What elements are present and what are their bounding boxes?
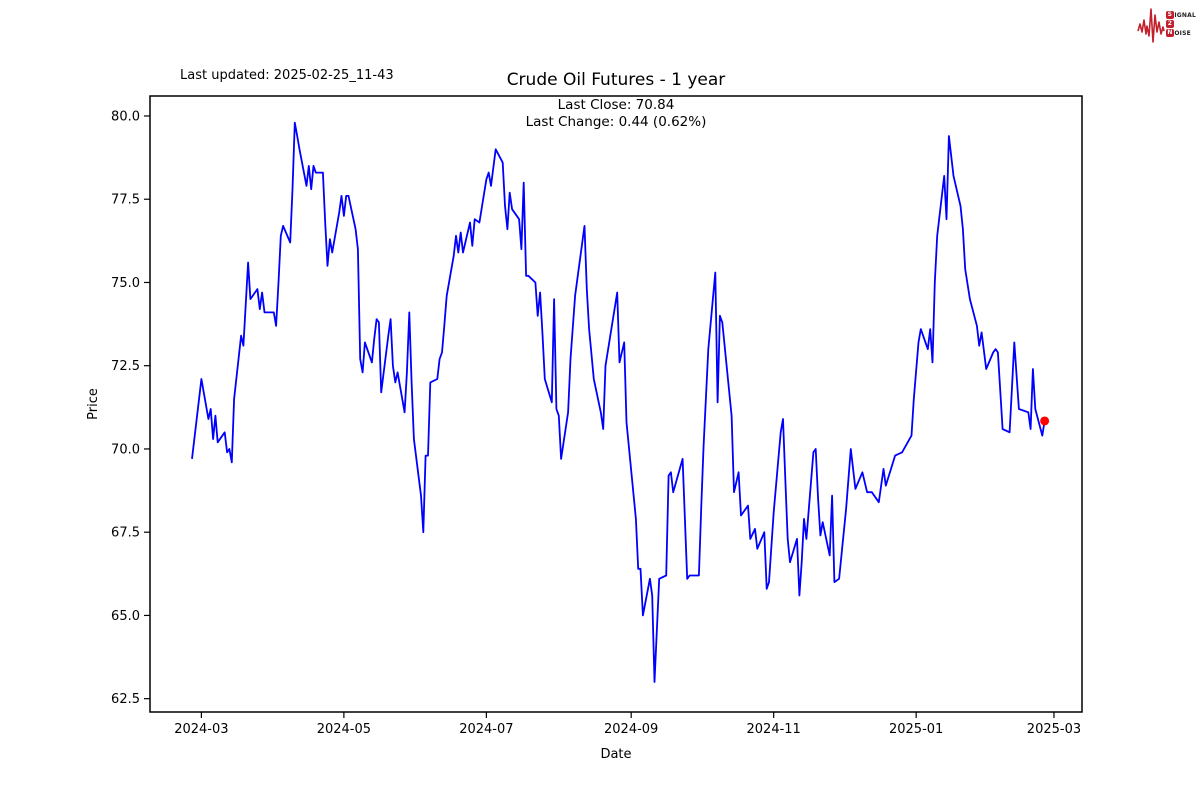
x-tick-label: 2024-09 xyxy=(604,722,658,737)
waveform-icon xyxy=(1137,8,1165,43)
logo-line-noise: N OISE xyxy=(1165,29,1191,37)
y-tick-label: 80.0 xyxy=(111,109,140,124)
last-close-text: Last Close: 70.84 xyxy=(557,97,675,113)
logo-line-signal: S IGNAL xyxy=(1165,11,1196,19)
plot-border xyxy=(149,95,1083,713)
logo-badge-s: S xyxy=(1165,11,1174,19)
x-tick-label: 2024-07 xyxy=(459,722,513,737)
y-tick-label: 67.5 xyxy=(111,526,140,541)
x-tick-label: 2024-03 xyxy=(174,722,228,737)
y-tick-label: 77.5 xyxy=(111,193,140,208)
y-tick-label: 75.0 xyxy=(111,276,140,291)
y-tick-label: 65.0 xyxy=(111,609,140,624)
last-updated-text: Last updated: 2025-02-25_11-43 xyxy=(180,68,394,83)
y-tick-label: 72.5 xyxy=(111,359,140,374)
logo-text: S IGNAL 2 N OISE xyxy=(1165,11,1196,37)
price-line xyxy=(191,121,1046,683)
logo-badge-2: 2 xyxy=(1165,20,1174,28)
chart-title: Crude Oil Futures - 1 year xyxy=(506,70,726,90)
chart-subtitle: Last Close: 70.84 Last Change: 0.44 (0.6… xyxy=(150,97,1082,131)
last-change-text: Last Change: 0.44 (0.62%) xyxy=(525,114,707,130)
x-tick-label: 2025-01 xyxy=(889,722,943,737)
x-tick-label: 2024-11 xyxy=(747,722,801,737)
x-tick-label: 2024-05 xyxy=(317,722,371,737)
logo-line-2: 2 xyxy=(1165,20,1196,28)
logo-badge-n: N xyxy=(1165,29,1174,37)
y-tick-label: 70.0 xyxy=(111,442,140,457)
x-tick-label: 2025-03 xyxy=(1027,722,1081,737)
signal2noise-logo: S IGNAL 2 N OISE xyxy=(1137,3,1196,45)
last-price-marker xyxy=(1040,416,1050,426)
y-axis-label: Price xyxy=(86,388,101,420)
y-tick-label: 62.5 xyxy=(111,692,140,707)
x-axis-label: Date xyxy=(600,747,631,762)
